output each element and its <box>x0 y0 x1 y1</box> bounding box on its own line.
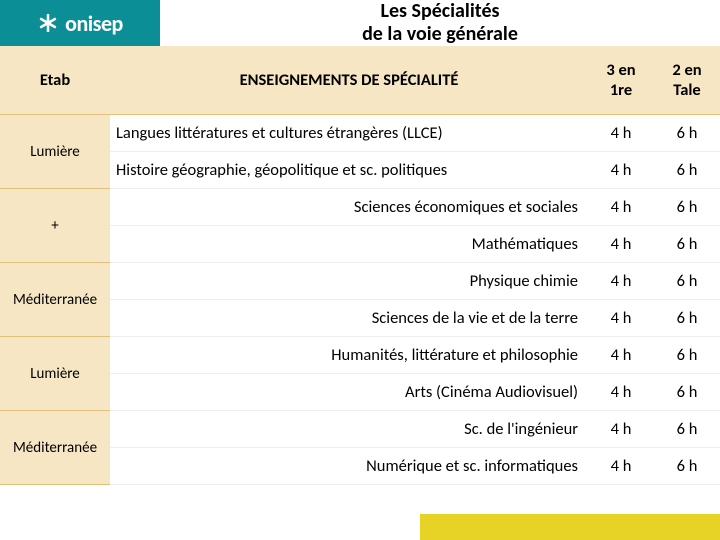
ens-cell: Sciences de la vie et de la terre <box>110 300 588 337</box>
hours-1re: 4 h <box>588 374 654 411</box>
hours-tale: 6 h <box>654 374 720 411</box>
hours-1re: 4 h <box>588 189 654 226</box>
topbar: onisep Les Spécialités de la voie généra… <box>0 0 720 46</box>
etab-cell: Méditerranée <box>0 411 110 485</box>
hours-1re: 4 h <box>588 300 654 337</box>
col-etab: Etab <box>0 46 110 115</box>
ens-cell: Langues littératures et cultures étrangè… <box>110 115 588 152</box>
table-row: Méditerranée Physique chimie 4 h 6 h <box>0 263 720 300</box>
table-row: Méditerranée Sc. de l'ingénieur 4 h 6 h <box>0 411 720 448</box>
hours-1re: 4 h <box>588 337 654 374</box>
col-terminale: 2 en Tale <box>654 46 720 115</box>
hours-tale: 6 h <box>654 411 720 448</box>
hours-1re: 4 h <box>588 448 654 485</box>
table-row: Lumière Humanités, littérature et philos… <box>0 337 720 374</box>
hours-tale: 6 h <box>654 263 720 300</box>
hours-1re: 4 h <box>588 226 654 263</box>
hours-1re: 4 h <box>588 115 654 152</box>
asterisk-icon <box>37 12 59 34</box>
title-area: Les Spécialités de la voie générale <box>160 0 720 46</box>
etab-cell: Lumière <box>0 337 110 411</box>
title-line-2: de la voie générale <box>362 22 518 46</box>
ens-cell: Histoire géographie, géopolitique et sc.… <box>110 152 588 189</box>
ens-cell: Arts (Cinéma Audiovisuel) <box>110 374 588 411</box>
ens-cell: Sciences économiques et sociales <box>110 189 588 226</box>
etab-cell: Lumière <box>0 115 110 189</box>
hours-1re: 4 h <box>588 152 654 189</box>
title-line-1: Les Spécialités <box>381 0 500 23</box>
ens-cell: Mathématiques <box>110 226 588 263</box>
table-header-row: Etab ENSEIGNEMENTS DE SPÉCIALITÉ 3 en 1r… <box>0 46 720 115</box>
brand-name: onisep <box>65 10 123 37</box>
hours-tale: 6 h <box>654 300 720 337</box>
table-row: + Sciences économiques et sociales 4 h 6… <box>0 189 720 226</box>
ens-cell: Sc. de l'ingénieur <box>110 411 588 448</box>
ens-cell: Humanités, littérature et philosophie <box>110 337 588 374</box>
ens-cell: Numérique et sc. informatiques <box>110 448 588 485</box>
etab-cell: + <box>0 189 110 263</box>
ens-cell: Physique chimie <box>110 263 588 300</box>
brand-logo: onisep <box>0 0 160 46</box>
hours-tale: 6 h <box>654 448 720 485</box>
col-premiere: 3 en 1re <box>588 46 654 115</box>
hours-tale: 6 h <box>654 337 720 374</box>
decorative-footer-block <box>420 514 720 540</box>
etab-cell: Méditerranée <box>0 263 110 337</box>
table-row: Lumière Langues littératures et cultures… <box>0 115 720 152</box>
page-title: Les Spécialités de la voie générale <box>160 0 720 48</box>
hours-tale: 6 h <box>654 226 720 263</box>
hours-1re: 4 h <box>588 411 654 448</box>
specialites-table: Etab ENSEIGNEMENTS DE SPÉCIALITÉ 3 en 1r… <box>0 46 720 485</box>
hours-tale: 6 h <box>654 115 720 152</box>
hours-1re: 4 h <box>588 263 654 300</box>
col-enseignements: ENSEIGNEMENTS DE SPÉCIALITÉ <box>110 46 588 115</box>
hours-tale: 6 h <box>654 189 720 226</box>
hours-tale: 6 h <box>654 152 720 189</box>
